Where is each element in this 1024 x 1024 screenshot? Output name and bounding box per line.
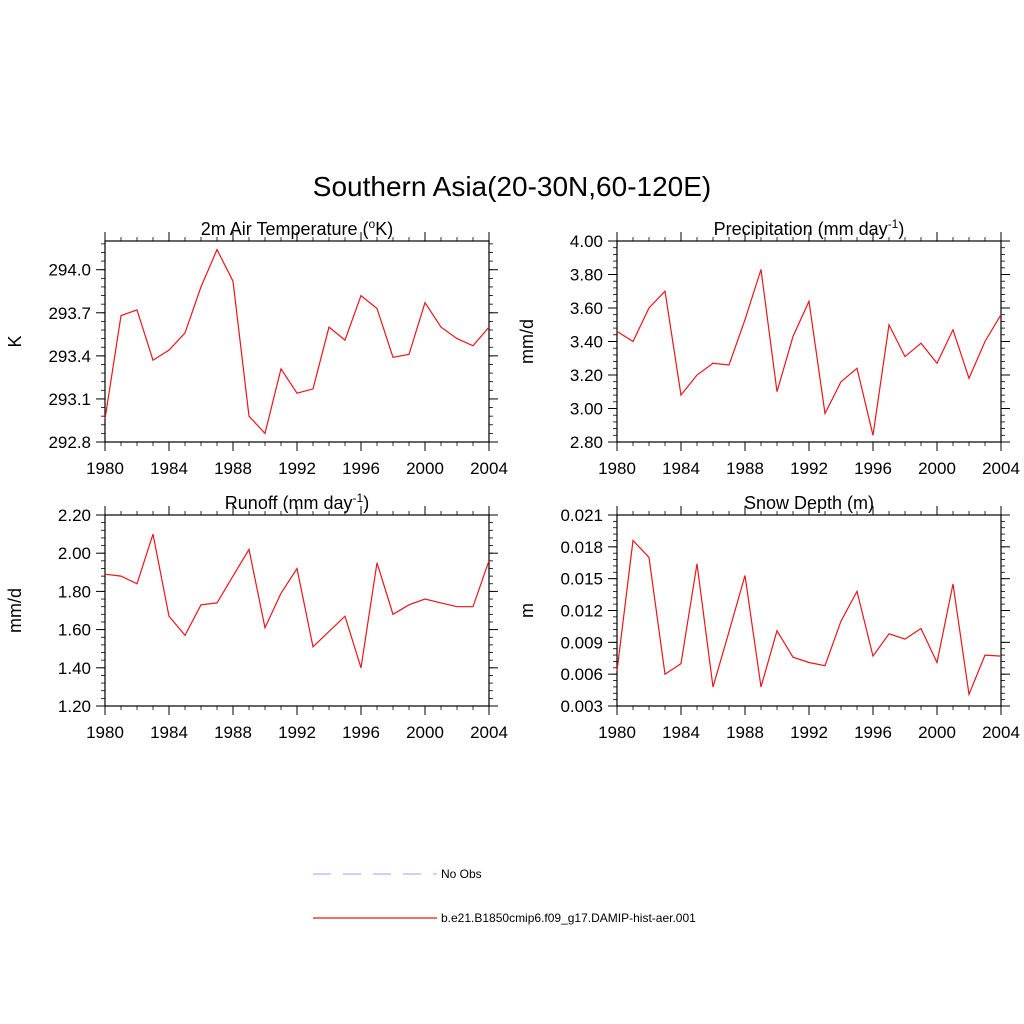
panel-runoff: 1.20 1.40 1.60 1.80 2.00 2.20 1980 1984 1988 1992… — [5, 491, 508, 742]
panels: 292.8 293.1 293.4 293.7 294.0 1980 1984 1988 199… — [5, 217, 1020, 742]
panel-title: 2m Air Temperature (oK) — [201, 217, 393, 239]
y-tick-label: 3.80 — [570, 266, 603, 285]
series-line-runoff — [104, 533, 490, 668]
y-tick-label: 293.1 — [48, 390, 91, 409]
y-tick-label: 1.20 — [58, 697, 91, 716]
x-tick-label: 2000 — [918, 723, 956, 742]
y-tick-label: 0.009 — [560, 633, 603, 652]
plot-frame — [104, 240, 490, 443]
y-tick-label: 293.4 — [48, 347, 91, 366]
panel-temperature: 292.8 293.1 293.4 293.7 294.0 1980 1984 1988 199… — [5, 217, 508, 478]
y-tick-label: 2.00 — [58, 544, 91, 563]
x-tick-label: 1988 — [726, 723, 764, 742]
legend: No Obs b.e21.B1850cmip6.f09_g17.DAMIP-his… — [313, 867, 696, 925]
x-tick-label: 1980 — [598, 723, 636, 742]
y-tick-label: 2.20 — [58, 506, 91, 525]
plot-frame — [616, 240, 1002, 443]
x-tick-label: 1988 — [214, 723, 252, 742]
panel-title-text: Precipitation (mm day — [714, 219, 888, 239]
y-tick-label: 3.40 — [570, 333, 603, 352]
x-tick-label: 1996 — [342, 459, 380, 478]
x-tick-label: 1984 — [150, 459, 188, 478]
y-axis-label: K — [5, 335, 25, 347]
x-tick-label: 1996 — [342, 723, 380, 742]
y-tick-label: 1.60 — [58, 621, 91, 640]
plot-frame — [104, 514, 490, 707]
y-tick-label: 0.012 — [560, 602, 603, 621]
x-tick-label: 1992 — [790, 459, 828, 478]
y-tick-label: 0.021 — [560, 506, 603, 525]
x-tick-label: 1988 — [214, 459, 252, 478]
panel-title-unit: K) — [375, 219, 393, 239]
y-tick-label: 3.20 — [570, 366, 603, 385]
y-tick-label: 294.0 — [48, 261, 91, 280]
y-tick-label: 4.00 — [570, 232, 603, 251]
y-tick-label: 1.40 — [58, 659, 91, 678]
y-tick-label: 0.015 — [560, 570, 603, 589]
x-tick-label: 2004 — [470, 723, 508, 742]
x-tick-label: 2000 — [918, 459, 956, 478]
y-axis-label: mm/d — [5, 588, 25, 633]
figure-title: Southern Asia(20-30N,60-120E) — [313, 171, 711, 202]
panel-title-text: Snow Depth (m) — [744, 493, 874, 513]
y-tick-label: 292.8 — [48, 433, 91, 452]
x-tick-label: 2000 — [406, 723, 444, 742]
x-tick-label: 2000 — [406, 459, 444, 478]
panel-snow-depth: 0.003 0.006 0.009 0.012 0.015 0.018 0.021 1980 1… — [517, 493, 1020, 742]
y-tick-label: 1.80 — [58, 582, 91, 601]
x-tick-label: 2004 — [470, 459, 508, 478]
legend-label: b.e21.B1850cmip6.f09_g17.DAMIP-hist-aer.… — [441, 911, 696, 925]
plot-frame — [616, 514, 1002, 707]
x-tick-label: 1984 — [150, 723, 188, 742]
panel-title-unit: ) — [363, 493, 369, 513]
panel-title-superscript: -1 — [353, 491, 364, 505]
x-tick-label: 1996 — [854, 459, 892, 478]
panel-title-text: Runoff (mm day — [225, 493, 353, 513]
x-tick-label: 2004 — [982, 723, 1020, 742]
panel-title-superscript: -1 — [888, 217, 899, 231]
x-tick-label: 1980 — [86, 723, 124, 742]
panel-title: Runoff (mm day-1) — [225, 491, 369, 513]
x-tick-label: 1980 — [86, 459, 124, 478]
series-line-snow-depth — [616, 539, 1002, 697]
y-tick-label: 3.60 — [570, 299, 603, 318]
series-line-temperature — [104, 248, 490, 435]
x-tick-label: 1992 — [278, 723, 316, 742]
x-tick-label: 1996 — [854, 723, 892, 742]
panel-title: Precipitation (mm day-1) — [714, 217, 905, 239]
panel-title-text: 2m Air Temperature ( — [201, 219, 369, 239]
y-tick-label: 293.7 — [48, 304, 91, 323]
x-tick-label: 2004 — [982, 459, 1020, 478]
x-tick-label: 1980 — [598, 459, 636, 478]
y-tick-label: 0.003 — [560, 697, 603, 716]
legend-label: No Obs — [441, 867, 482, 881]
x-tick-label: 1988 — [726, 459, 764, 478]
y-axis-label: m — [517, 603, 537, 618]
x-tick-label: 1984 — [662, 459, 700, 478]
series-line-precipitation — [616, 269, 1002, 436]
y-tick-label: 0.006 — [560, 665, 603, 684]
y-tick-label: 0.018 — [560, 538, 603, 557]
y-axis-label: mm/d — [517, 319, 537, 364]
y-tick-label: 3.00 — [570, 400, 603, 419]
x-tick-label: 1992 — [278, 459, 316, 478]
panel-precipitation: 2.80 3.00 3.20 3.40 3.60 3.80 4.00 1980 1984 1988… — [517, 217, 1020, 478]
panel-title-unit: ) — [898, 219, 904, 239]
x-tick-label: 1984 — [662, 723, 700, 742]
panel-title: Snow Depth (m) — [744, 493, 874, 513]
panel-title-superscript: o — [369, 217, 376, 231]
x-tick-label: 1992 — [790, 723, 828, 742]
y-tick-label: 2.80 — [570, 433, 603, 452]
